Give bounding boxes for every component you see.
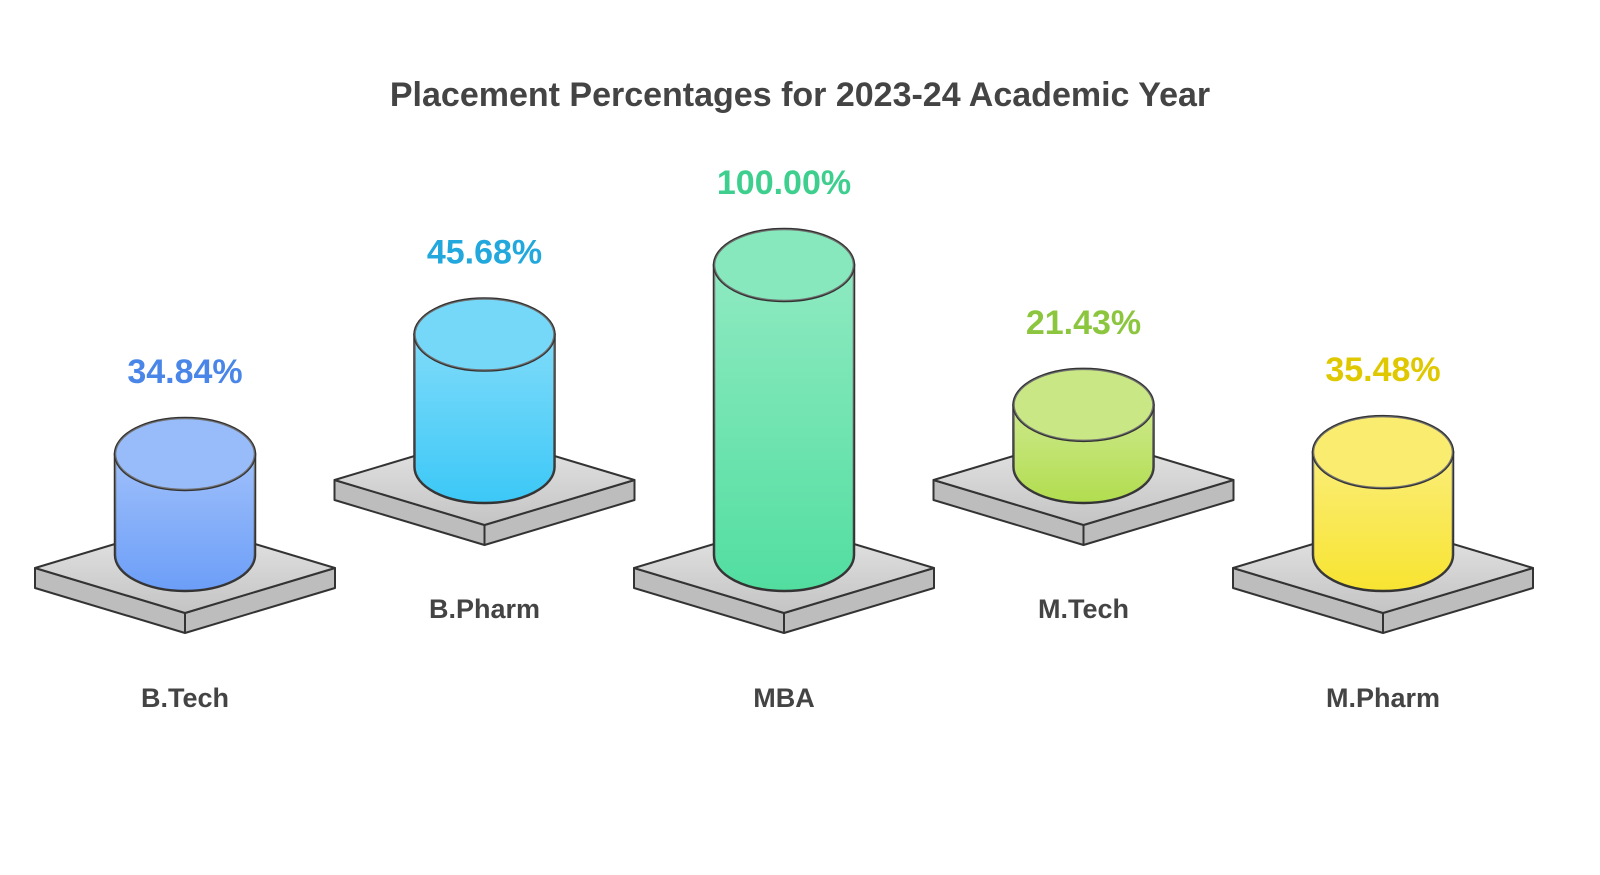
value-label: 34.84% xyxy=(127,353,242,391)
category-label: B.Pharm xyxy=(429,594,540,624)
cylinder-top-shine xyxy=(115,417,255,490)
value-label: 21.43% xyxy=(1026,304,1141,342)
cylinder-top-shine xyxy=(414,298,555,371)
cylinder-top xyxy=(113,416,257,492)
cylinder-top xyxy=(1311,414,1455,490)
value-label: 45.68% xyxy=(427,234,542,272)
category-label: M.Pharm xyxy=(1326,683,1440,713)
chart-title: Placement Percentages for 2023-24 Academ… xyxy=(390,76,1210,114)
cylinder-shine xyxy=(414,334,555,503)
cylinder-top xyxy=(413,297,556,372)
category-label: MBA xyxy=(753,683,815,713)
cylinder-top-shine xyxy=(1013,368,1154,441)
value-label: 35.48% xyxy=(1325,351,1440,389)
cylinder-shine xyxy=(714,265,854,591)
category-label: B.Tech xyxy=(141,683,229,713)
cylinder-top-shine xyxy=(714,229,854,301)
value-label: 100.00% xyxy=(717,164,851,202)
cylinder-shine xyxy=(115,453,255,591)
category-label: M.Tech xyxy=(1038,594,1129,624)
cylinder-top-shine xyxy=(1313,416,1453,489)
cylinder-top xyxy=(712,227,856,303)
cylinder-top xyxy=(1012,367,1155,443)
cylinder-shine xyxy=(1313,452,1453,591)
